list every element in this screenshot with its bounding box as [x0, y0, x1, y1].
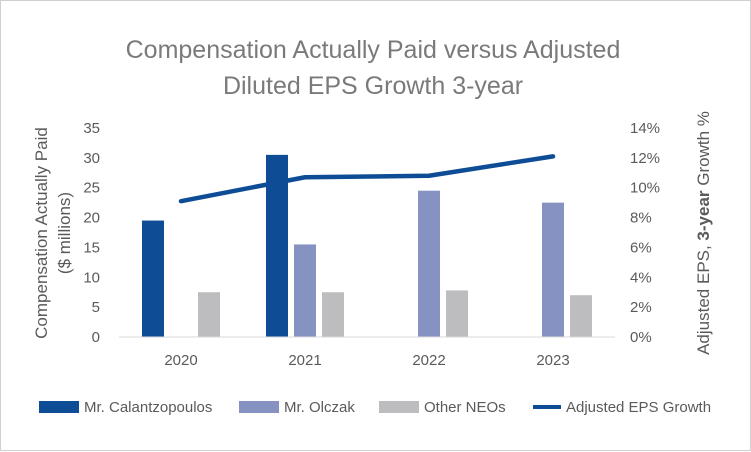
chart-title-line-1: Compensation Actually Paid versus Adjust…	[126, 36, 621, 64]
right-tick-label: 6%	[630, 239, 652, 256]
left-tick-label: 0	[92, 329, 100, 346]
bar-other-neos	[322, 292, 344, 337]
line-series	[181, 156, 553, 201]
right-tick-label: 0%	[630, 329, 652, 346]
x-tick-label: 2022	[412, 352, 445, 369]
right-axis-title-part-3: Growth %	[694, 111, 713, 190]
x-tick-label: 2021	[288, 352, 321, 369]
right-axis-title-part-2: 3-year	[694, 190, 713, 240]
right-tick-label: 8%	[630, 210, 652, 227]
left-axis-title-line-2: ($ millions)	[55, 192, 74, 274]
legend: Mr. Calantzopoulos Mr. Olczak Other NEOs Ad…	[39, 399, 711, 416]
bar-other-neos	[198, 292, 220, 337]
chart-title-line-2: Diluted EPS Growth 3-year	[223, 72, 523, 100]
bar-mr-olczak	[418, 191, 440, 337]
legend-label-mr-olczak: Mr. Olczak	[284, 399, 355, 416]
x-tick-label: 2020	[164, 352, 197, 369]
right-tick-label: 4%	[630, 269, 652, 286]
x-tick-label: 2023	[536, 352, 569, 369]
bar-other-neos	[446, 290, 468, 337]
legend-swatch-mr-olczak	[239, 401, 279, 413]
legend-swatch-other-neos	[379, 401, 419, 413]
right-axis-title-part-1: Adjusted EPS,	[694, 241, 713, 355]
line-adjusted-eps-growth	[181, 156, 553, 201]
left-tick-label: 15	[83, 239, 100, 256]
legend-label-mr-calantzopoulos: Mr. Calantzopoulos	[84, 399, 212, 416]
left-tick-label: 35	[83, 120, 100, 137]
right-tick-label: 2%	[630, 299, 652, 316]
left-tick-label: 10	[83, 269, 100, 286]
right-tick-label: 10%	[630, 180, 660, 197]
bar-other-neos	[570, 295, 592, 337]
legend-swatch-mr-calantzopoulos	[39, 401, 79, 413]
left-axis-ticks: 0 5 10 15 20 25 30 35	[83, 120, 100, 346]
left-tick-label: 20	[83, 210, 100, 227]
left-axis-title-line-1: Compensation Actually Paid	[32, 127, 51, 339]
left-tick-label: 25	[83, 180, 100, 197]
left-tick-label: 30	[83, 150, 100, 167]
bar-marks	[142, 155, 592, 337]
legend-label-adjusted-eps-growth: Adjusted EPS Growth	[566, 399, 711, 416]
bar-mr-calantzopoulos	[142, 221, 164, 337]
right-tick-label: 12%	[630, 150, 660, 167]
x-axis-ticks: 2020 2021 2022 2023	[164, 352, 569, 369]
right-axis-ticks: 0% 2% 4% 6% 8% 10% 12% 14%	[630, 120, 660, 346]
left-tick-label: 5	[92, 299, 100, 316]
bar-mr-olczak	[542, 203, 564, 337]
right-tick-label: 14%	[630, 120, 660, 137]
right-axis-title: Adjusted EPS, 3-year Growth %	[694, 111, 713, 355]
legend-label-other-neos: Other NEOs	[424, 399, 506, 416]
bar-mr-olczak	[294, 244, 316, 337]
